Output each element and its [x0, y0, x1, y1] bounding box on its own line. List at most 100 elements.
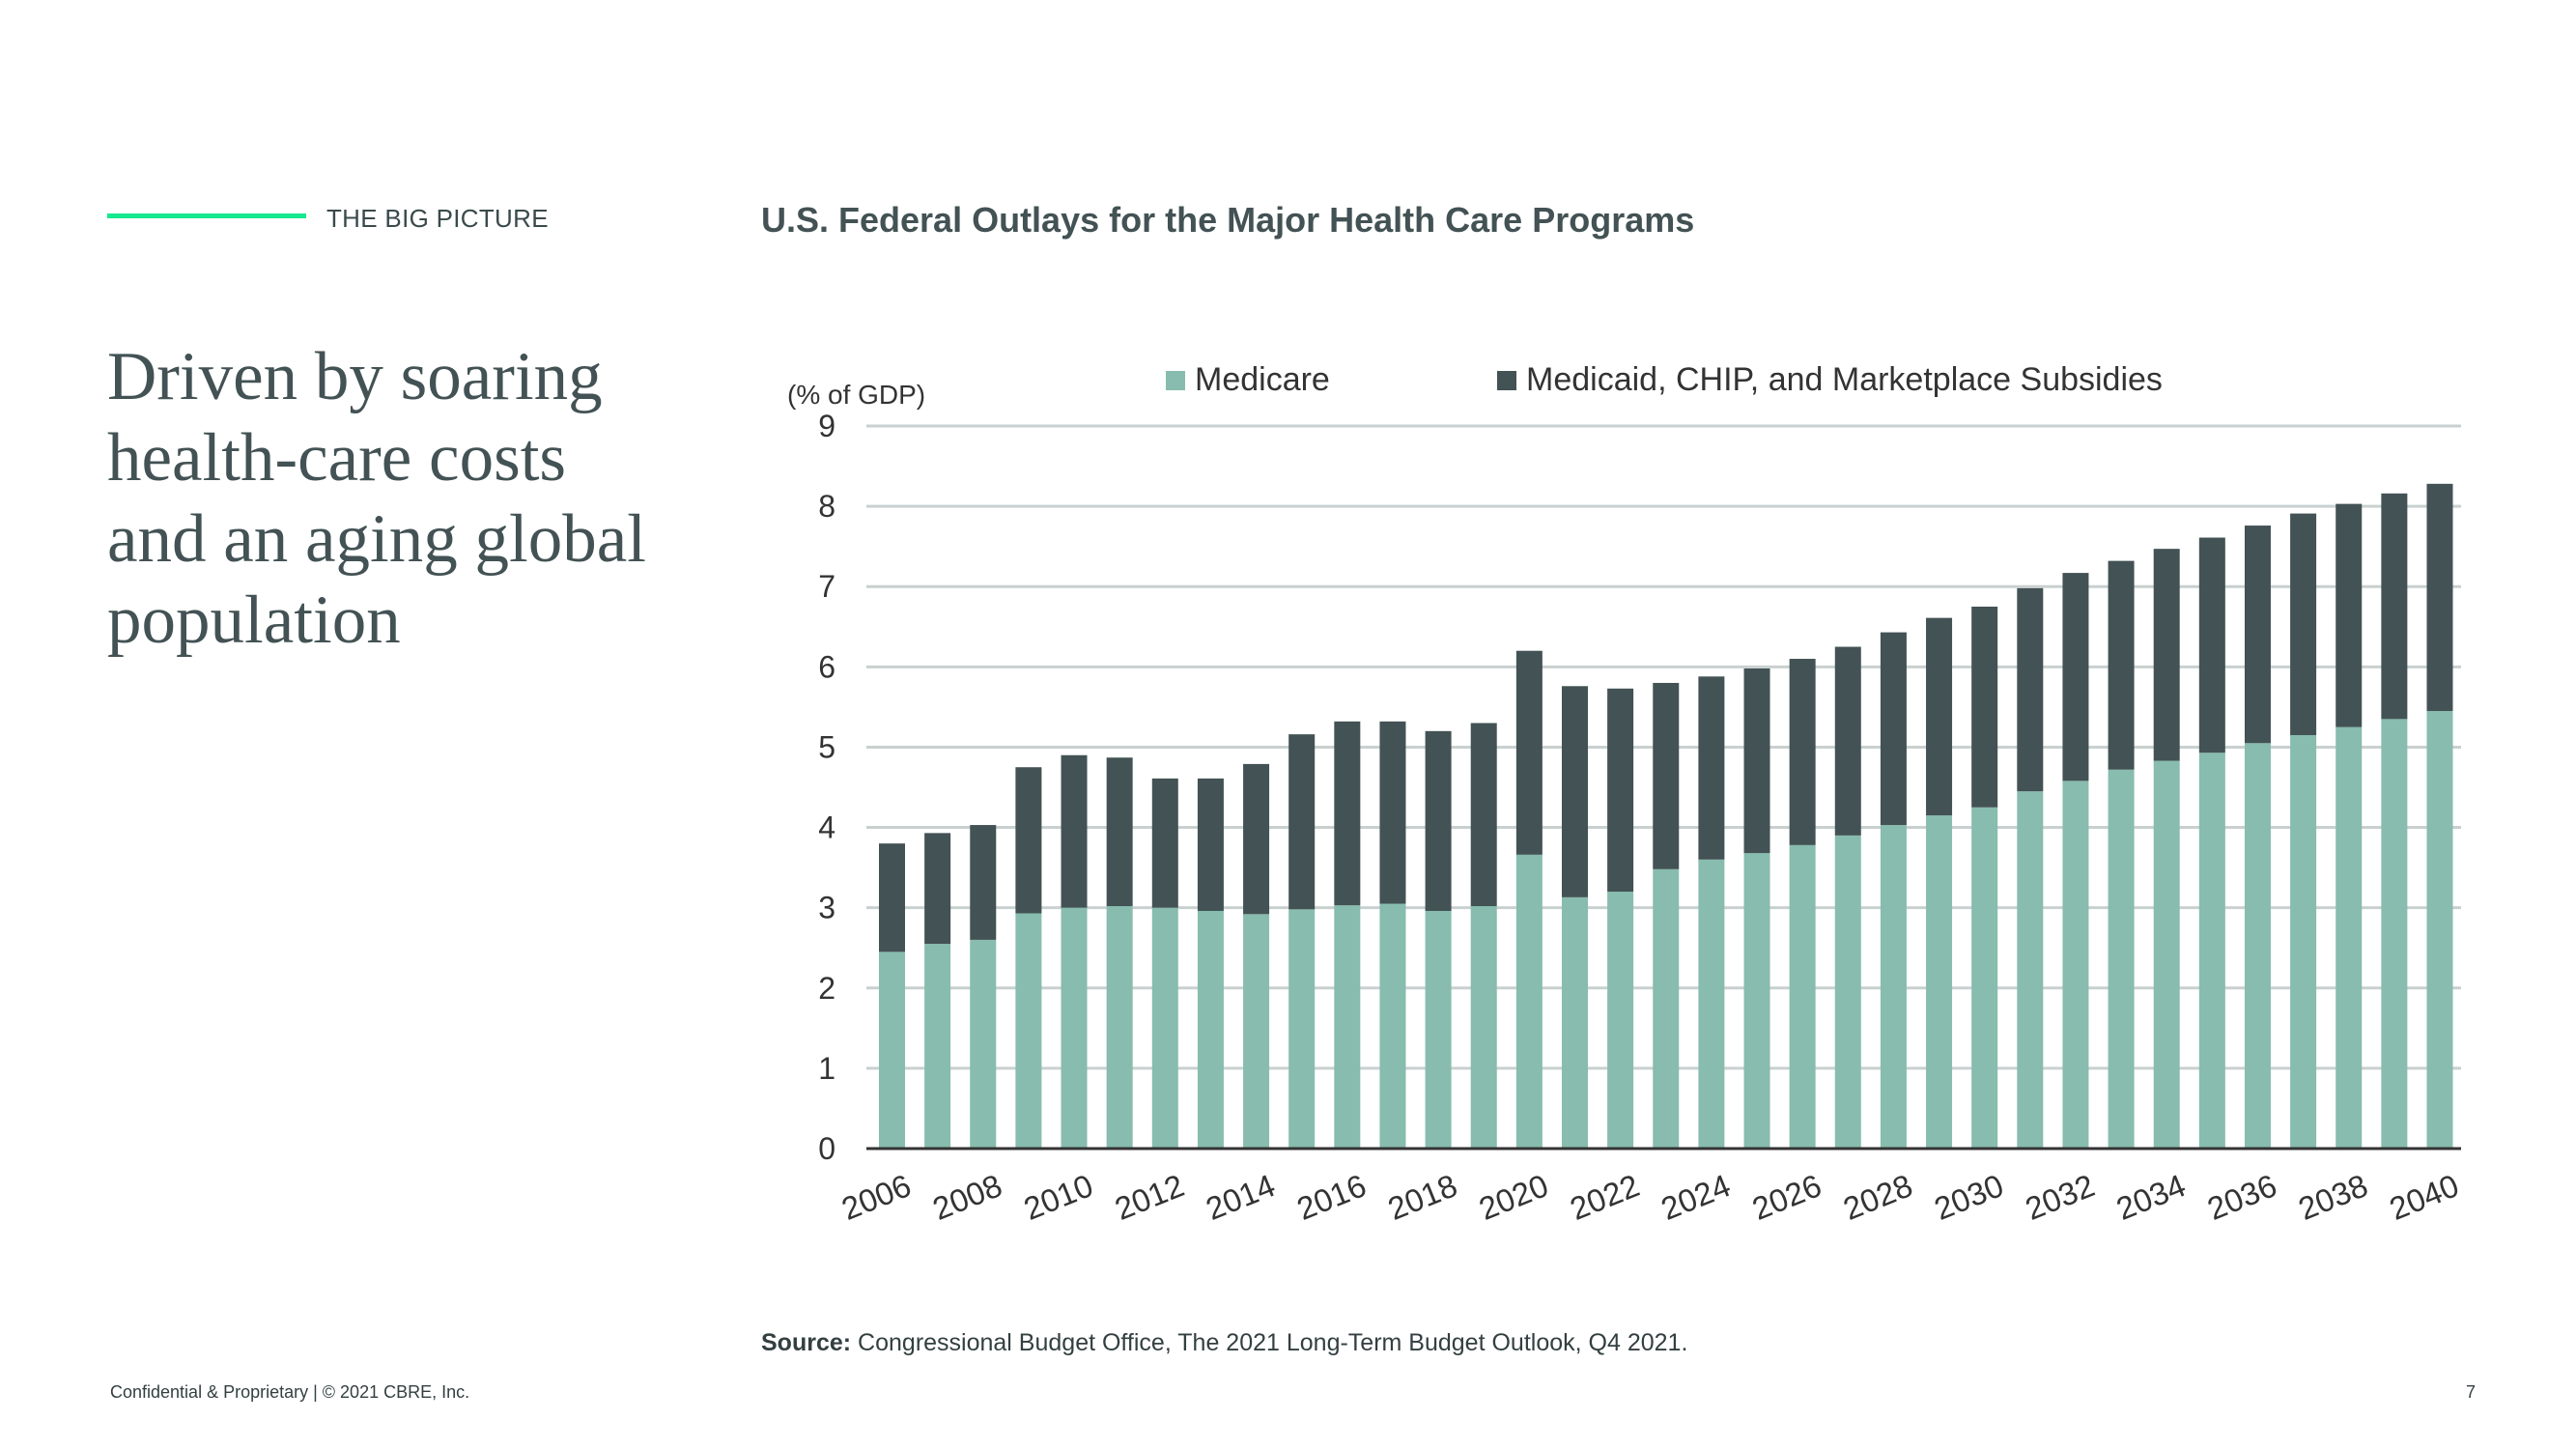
bar-chart: 0 1 2 3 4 5 6 7 8 9(% of GDP) 2006 2008 2010 2012 2014…	[787, 361, 2464, 1227]
bar-medicare	[2426, 711, 2453, 1149]
x-tick-label: 2038	[2293, 1167, 2372, 1227]
bar-medicaid	[1880, 632, 1907, 826]
source-label: Source:	[761, 1329, 852, 1356]
headline-line: and an aging global	[107, 501, 646, 577]
bar-medicare	[1880, 825, 1907, 1149]
bar-medicare	[2381, 719, 2408, 1149]
bar-medicaid	[1425, 730, 1452, 911]
headline-line: Driven by soaring	[107, 339, 603, 414]
bar-medicaid	[1515, 650, 1543, 855]
bar-medicare	[1743, 853, 1770, 1149]
x-tick-label: 2028	[1838, 1167, 1917, 1227]
headline: Driven by soaring health-care costs and …	[107, 336, 687, 661]
bar-medicaid	[1334, 721, 1361, 906]
headline-line: population	[107, 582, 401, 658]
bar-medicare	[1834, 835, 1861, 1149]
bar-medicaid	[1151, 778, 1178, 908]
x-tick-label: 2016	[1292, 1167, 1372, 1227]
bar-medicaid	[1106, 757, 1133, 907]
bar-medicaid	[970, 825, 997, 940]
x-tick-label: 2022	[1565, 1167, 1644, 1227]
bar-medicaid	[1607, 688, 1634, 893]
bar-medicare	[1470, 906, 1497, 1149]
bar-medicaid	[924, 833, 951, 945]
x-tick-label: 2012	[1110, 1167, 1189, 1227]
bar-medicare	[2153, 760, 2180, 1149]
x-tick-label: 2034	[2111, 1167, 2191, 1227]
legend-swatch	[1166, 371, 1185, 390]
bar-medicaid	[1197, 778, 1224, 911]
bar-medicaid	[2062, 573, 2089, 781]
bar-medicare	[970, 939, 997, 1149]
bar-medicaid	[2426, 483, 2453, 712]
bar-medicare	[1971, 807, 1998, 1149]
bar-medicare	[1197, 910, 1224, 1149]
bar-medicare	[1789, 844, 1816, 1149]
bar-medicare	[1015, 913, 1042, 1149]
bar-medicare	[1607, 892, 1634, 1149]
chart-title: U.S. Federal Outlays for the Major Healt…	[761, 200, 1695, 240]
bar-medicare	[2062, 781, 2089, 1149]
page-number: 7	[2466, 1382, 2477, 1402]
bar-medicare	[1334, 905, 1361, 1149]
y-tick-label: 7	[818, 569, 835, 604]
bar-medicare	[2335, 726, 2363, 1149]
y-axis-label: (% of GDP)	[787, 380, 925, 410]
x-tick-label: 2030	[1929, 1167, 2008, 1227]
bar-medicare	[1561, 896, 1588, 1149]
bar-medicare	[1653, 868, 1680, 1149]
bar-medicaid	[2335, 503, 2363, 727]
bar-medicaid	[1288, 734, 1316, 910]
source-note: Source: Congressional Budget Office, The…	[761, 1329, 1687, 1357]
x-tick-label: 2020	[1474, 1167, 1553, 1227]
y-tick-label: 9	[818, 409, 835, 443]
y-tick-label: 6	[818, 649, 835, 684]
section-label: THE BIG PICTURE	[326, 204, 549, 233]
bar-medicaid	[1015, 767, 1042, 914]
bar-medicare	[2198, 753, 2225, 1149]
bar-medicare	[2108, 769, 2135, 1149]
x-tick-label: 2026	[1747, 1167, 1826, 1227]
y-tick-label: 0	[818, 1131, 835, 1166]
bar-medicaid	[1743, 668, 1770, 854]
bar-medicaid	[2290, 513, 2317, 735]
x-tick-label: 2008	[927, 1167, 1006, 1227]
source-text: Congressional Budget Office, The 2021 Lo…	[858, 1329, 1688, 1356]
bar-medicaid	[1470, 723, 1497, 907]
bar-medicare	[1151, 907, 1178, 1149]
bar-medicare	[1698, 859, 1725, 1149]
bar-medicare	[1243, 914, 1270, 1149]
x-tick-label: 2018	[1383, 1167, 1462, 1227]
bar-medicare	[924, 944, 951, 1149]
bar-medicaid	[2017, 587, 2044, 792]
y-tick-label: 8	[818, 489, 835, 524]
y-tick-label: 5	[818, 729, 835, 764]
bar-medicare	[2244, 743, 2271, 1149]
bar-medicare	[2017, 791, 2044, 1149]
bar-medicaid	[2198, 537, 2225, 753]
headline-line: health-care costs	[107, 420, 567, 496]
bar-medicare	[1379, 903, 1406, 1149]
bar-medicare	[879, 952, 905, 1149]
bar-medicaid	[2381, 493, 2408, 720]
legend-label: Medicaid, CHIP, and Marketplace Subsidie…	[1526, 361, 2163, 398]
bar-medicaid	[1653, 682, 1680, 869]
bar-medicare	[1288, 909, 1316, 1149]
bar-medicaid	[879, 843, 905, 952]
bar-medicaid	[2153, 549, 2180, 761]
bar-medicaid	[2244, 526, 2271, 744]
y-tick-label: 2	[818, 971, 835, 1006]
bar-medicaid	[1971, 607, 1998, 808]
bar-medicaid	[1243, 763, 1270, 915]
bar-medicare	[1106, 906, 1133, 1149]
x-tick-label: 2014	[1201, 1167, 1280, 1227]
y-tick-label: 1	[818, 1051, 835, 1086]
x-tick-label: 2036	[2202, 1167, 2281, 1227]
x-tick-label: 2024	[1656, 1167, 1736, 1227]
x-tick-label: 2010	[1019, 1167, 1098, 1227]
x-tick-label: 2040	[2385, 1167, 2464, 1227]
bar-medicare	[1926, 815, 1953, 1149]
bar-medicare	[1515, 854, 1543, 1149]
y-tick-label: 3	[818, 891, 835, 925]
accent-line	[107, 213, 306, 218]
